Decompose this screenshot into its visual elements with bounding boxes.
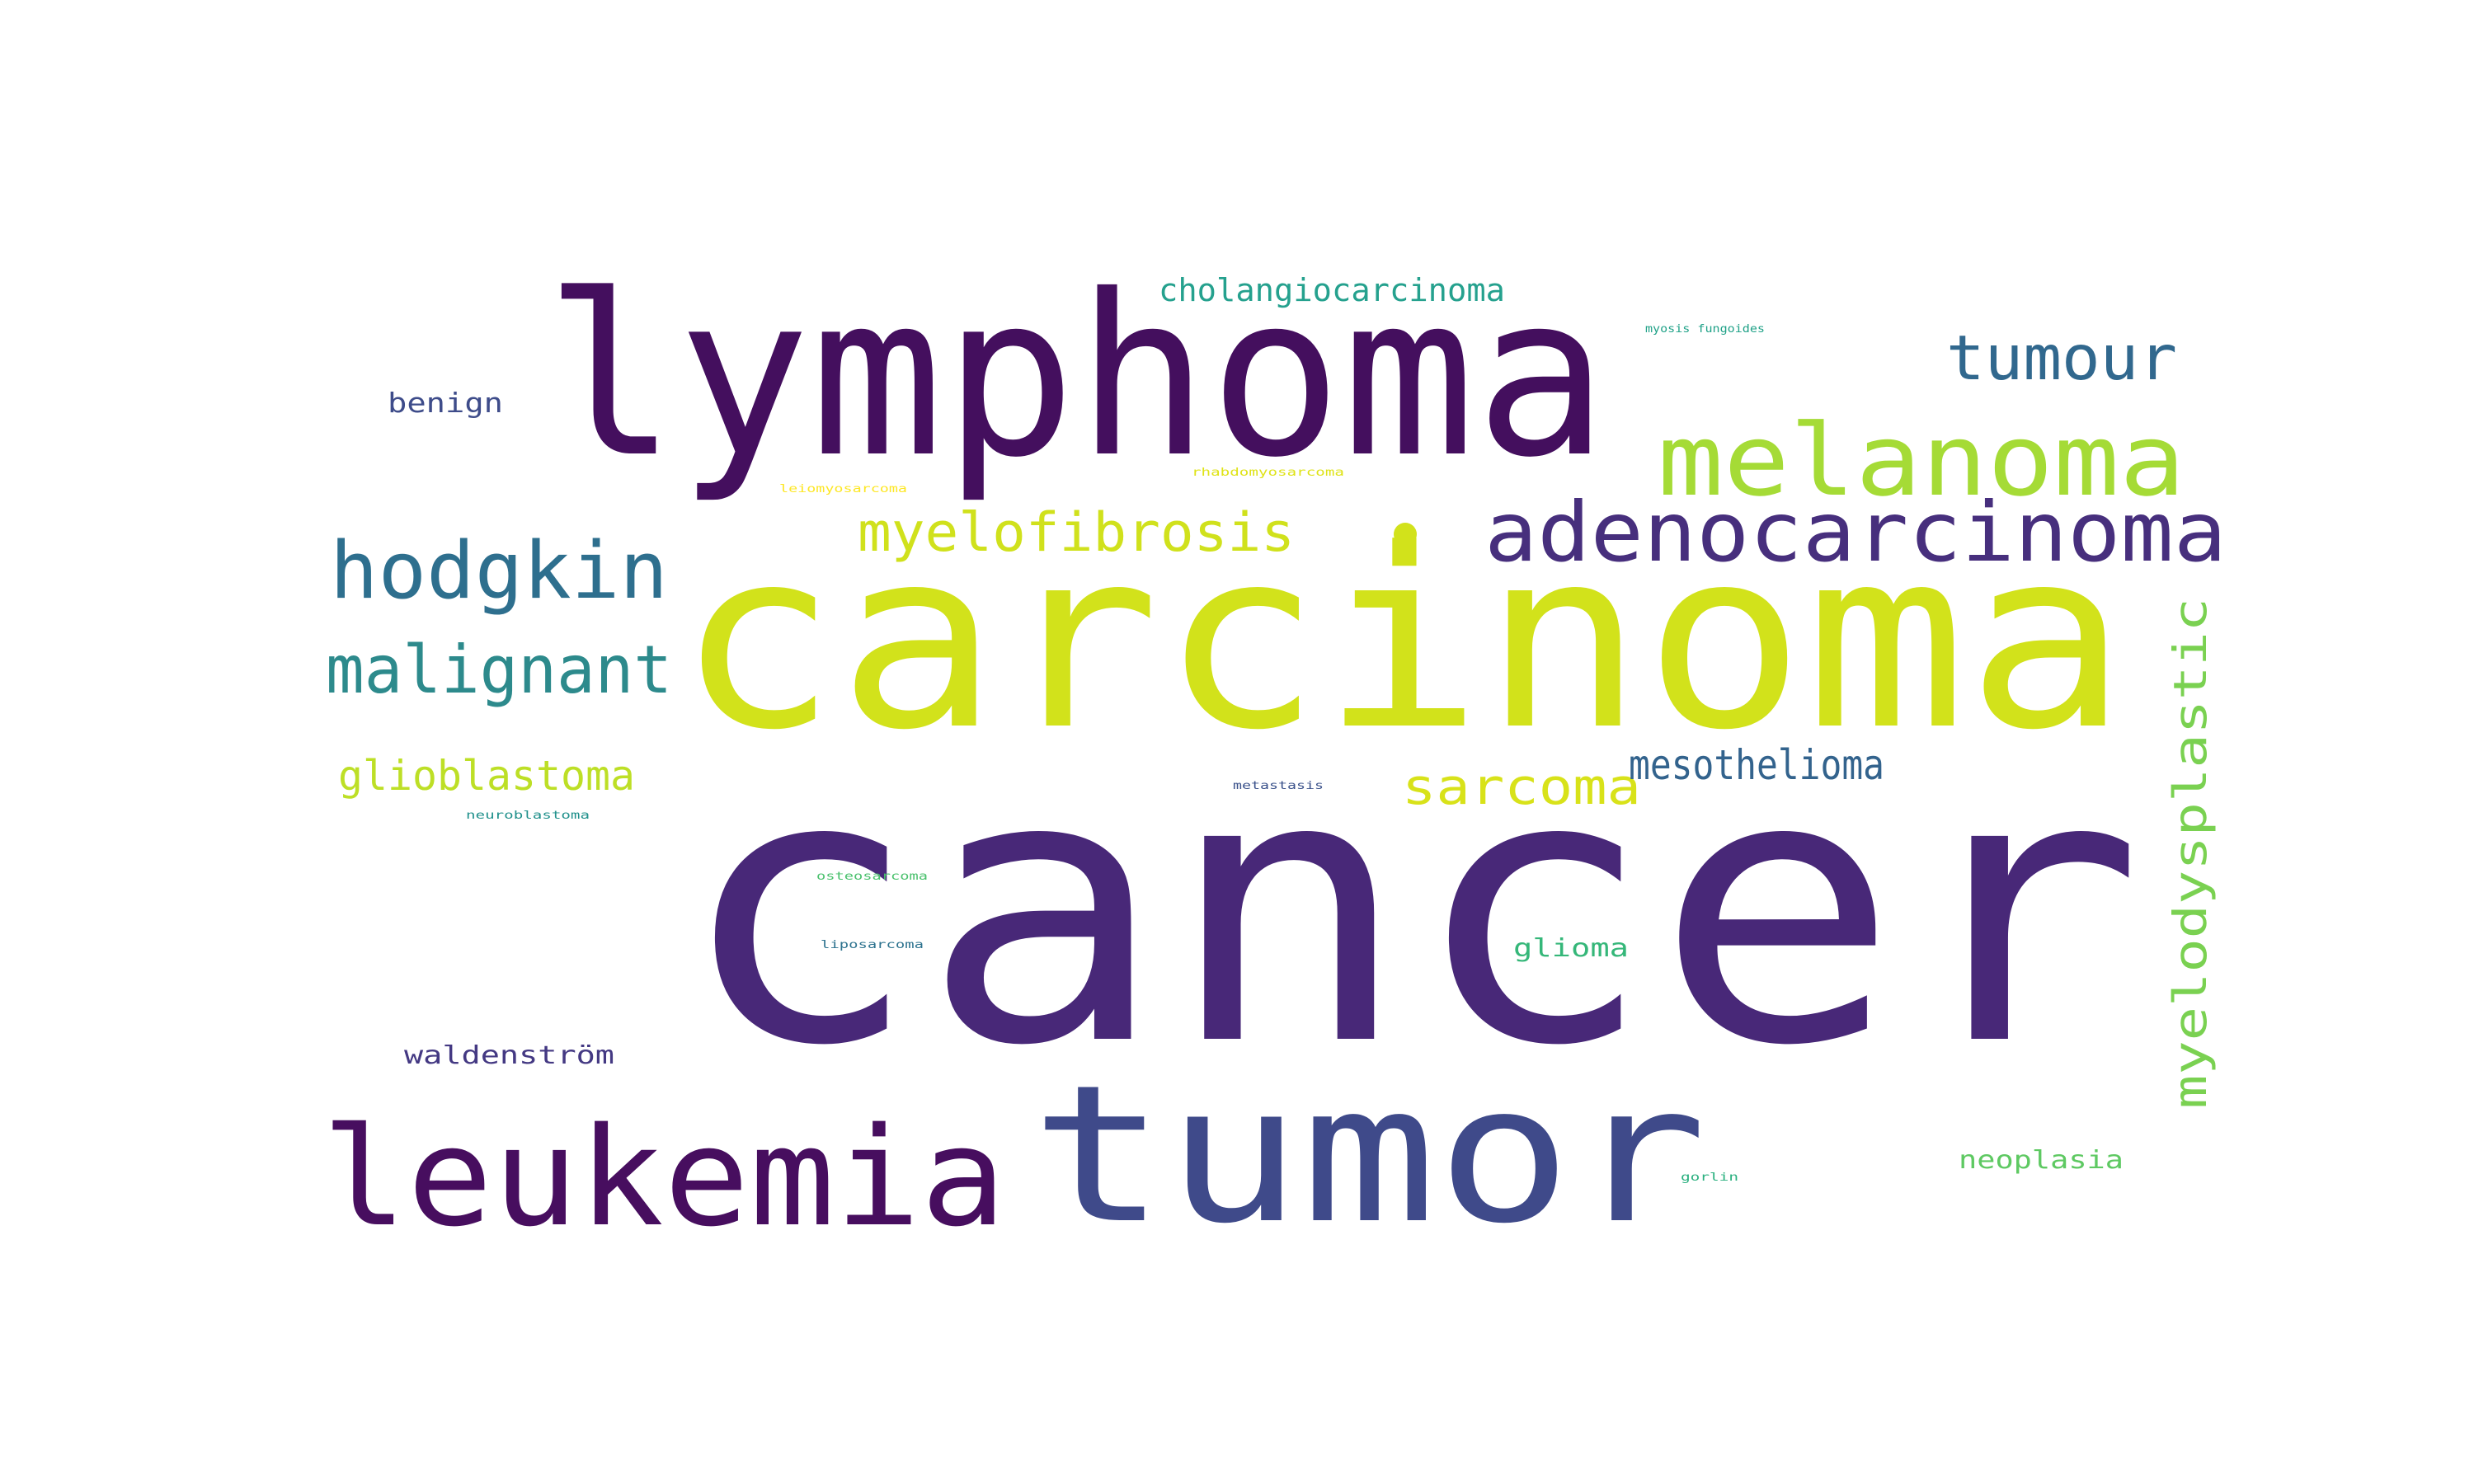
word-glioma: glioma [1513,934,1629,963]
word-liposarcoma: liposarcoma [821,939,924,951]
word-sarcoma: sarcoma [1402,758,1641,816]
word-adenocarcinoma: adenocarcinoma [1484,484,2227,580]
word-glioblastoma: glioblastoma [338,752,635,800]
word-osteosarcoma: osteosarcoma [816,871,928,883]
word-myelodysplastic: myelodysplastic [2164,598,2217,1109]
word-neuroblastoma: neuroblastoma [466,810,590,822]
word-leiomyosarcoma: leiomyosarcoma [779,483,907,495]
word-lymphoma: lymphoma [544,247,1608,506]
word-benign: benign [388,387,503,419]
word-metastasis: metastasis [1233,780,1324,792]
word-myelofibrosis: myelofibrosis [858,502,1295,564]
word-cholangiocarcinoma: cholangiocarcinoma [1159,272,1505,308]
word-melanoma: melanoma [1658,404,2185,519]
word-hodgkin: hodgkin [330,526,668,617]
word-carcinoma: carcinoma [676,496,2128,784]
word-myosis-fungoides: myosis fungoides [1645,323,1765,336]
word-malignant: malignant [326,632,672,708]
word-leukemia: leukemia [322,1098,1006,1256]
word-neoplasia: neoplasia [1959,1146,2124,1175]
dot-mark [1394,523,1417,546]
word-cancer: cancer [676,695,2144,1127]
word-tumour: tumour [1946,322,2177,394]
word-gorlin: gorlin [1681,1172,1738,1184]
word-waldenstr-m: waldenström [404,1041,614,1070]
word-rhabdomyosarcoma: rhabdomyosarcoma [1192,467,1344,479]
word-mesothelioma: mesothelioma [1629,741,1884,789]
word-tumor: tumor [1031,1045,1707,1266]
